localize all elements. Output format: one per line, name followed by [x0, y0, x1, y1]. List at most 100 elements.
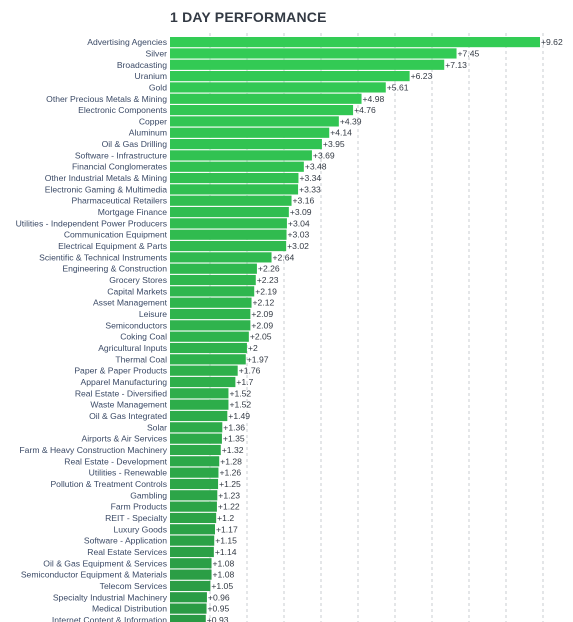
bar[interactable]	[170, 286, 255, 297]
category-label: Gambling	[130, 490, 167, 500]
category-label: Utilities - Independent Power Producers	[16, 218, 167, 228]
bar[interactable]	[170, 308, 251, 320]
bar[interactable]	[170, 161, 304, 172]
data-label: +3.04	[288, 218, 310, 228]
bar[interactable]	[170, 614, 206, 622]
bar[interactable]	[170, 444, 221, 456]
category-label: Thermal Coal	[115, 354, 167, 364]
bar[interactable]	[170, 342, 247, 354]
data-label: +7.45	[458, 48, 480, 58]
data-label: +1.35	[223, 434, 245, 444]
bar[interactable]	[170, 127, 330, 138]
data-label: +1.7	[236, 377, 253, 387]
bar[interactable]	[170, 70, 410, 82]
bar[interactable]	[170, 467, 219, 478]
data-label: +2.12	[253, 298, 275, 308]
bar[interactable]	[170, 592, 207, 603]
bar[interactable]	[170, 558, 212, 569]
data-label: +3.69	[313, 150, 335, 160]
bar[interactable]	[170, 263, 257, 274]
bar[interactable]	[170, 48, 457, 59]
data-label: +3.16	[293, 196, 315, 206]
bar[interactable]	[170, 410, 228, 422]
bar[interactable]	[170, 433, 222, 444]
category-label: Internet Content & Information	[52, 615, 167, 622]
bar[interactable]	[170, 603, 207, 614]
bar[interactable]	[170, 93, 362, 104]
data-label: +1.28	[220, 456, 242, 466]
bar[interactable]	[170, 365, 238, 376]
bar[interactable]	[170, 456, 220, 467]
data-label: +0.96	[208, 592, 230, 602]
data-label: +3.48	[305, 162, 327, 172]
bar[interactable]	[170, 150, 312, 161]
chart-title: 1 DAY PERFORMANCE	[170, 9, 327, 25]
data-label: +4.39	[340, 116, 362, 126]
bar[interactable]	[170, 206, 289, 218]
bar[interactable]	[170, 524, 215, 535]
data-label: +3.09	[290, 207, 312, 217]
category-label: Aluminum	[129, 128, 167, 138]
bar[interactable]	[170, 172, 299, 184]
category-label: Engineering & Construction	[62, 264, 167, 274]
category-label: Oil & Gas Equipment & Services	[43, 558, 167, 568]
category-label: Luxury Goods	[113, 524, 167, 534]
bars	[170, 37, 540, 622]
category-label: Airports & Air Services	[82, 434, 167, 444]
bar[interactable]	[170, 320, 251, 331]
bar[interactable]	[170, 331, 249, 342]
bar[interactable]	[170, 184, 299, 195]
data-label: +2.09	[251, 309, 273, 319]
bar[interactable]	[170, 535, 215, 546]
data-label: +2.23	[257, 275, 279, 285]
bar[interactable]	[170, 82, 386, 93]
category-label: Farm & Heavy Construction Machinery	[19, 445, 167, 455]
category-label: Software - Application	[84, 536, 167, 546]
data-label: +3.34	[299, 173, 321, 183]
bar[interactable]	[170, 138, 322, 150]
data-label: +9.62	[541, 37, 563, 47]
bar[interactable]	[170, 195, 292, 206]
bar[interactable]	[170, 546, 214, 558]
category-label: Electronic Components	[78, 105, 167, 115]
bar[interactable]	[170, 580, 211, 592]
data-label: +3.33	[299, 184, 321, 194]
category-label: Advertising Agencies	[87, 37, 167, 47]
bar[interactable]	[170, 490, 218, 501]
category-label: Copper	[139, 116, 167, 126]
data-label: +2.26	[258, 264, 280, 274]
bar[interactable]	[170, 399, 229, 410]
bar[interactable]	[170, 388, 229, 399]
category-label: Semiconductors	[105, 320, 167, 330]
bar[interactable]	[170, 376, 236, 388]
category-label: Real Estate - Diversified	[75, 388, 167, 398]
category-label: Broadcasting	[117, 60, 167, 70]
bar[interactable]	[170, 218, 287, 229]
bar[interactable]	[170, 297, 252, 308]
bar[interactable]	[170, 59, 445, 70]
bar[interactable]	[170, 569, 212, 580]
bar[interactable]	[170, 354, 246, 365]
category-label: Apparel Manufacturing	[81, 377, 168, 387]
data-label: +1.14	[215, 547, 237, 557]
bar[interactable]	[170, 37, 540, 48]
bar[interactable]	[170, 116, 339, 127]
data-label: +0.95	[208, 604, 230, 614]
bar[interactable]	[170, 422, 223, 433]
data-label: +1.52	[229, 400, 251, 410]
bar[interactable]	[170, 274, 256, 286]
category-label: Electronic Gaming & Multimedia	[45, 184, 167, 194]
category-label: Pharmaceutical Retailers	[71, 196, 167, 206]
bar[interactable]	[170, 512, 217, 524]
data-label: +2.64	[273, 252, 295, 262]
bar[interactable]	[170, 478, 219, 490]
bar[interactable]	[170, 229, 287, 240]
bar[interactable]	[170, 240, 287, 252]
bar[interactable]	[170, 501, 217, 512]
bar[interactable]	[170, 252, 272, 263]
value-labels: +9.62 +7.45 +7.13 +6.23+5.61+4.98+4.76+4.39…	[207, 37, 563, 622]
data-label: +4.14	[330, 128, 352, 138]
bar[interactable]	[170, 104, 354, 116]
category-label: Real Estate - Development	[64, 456, 167, 466]
